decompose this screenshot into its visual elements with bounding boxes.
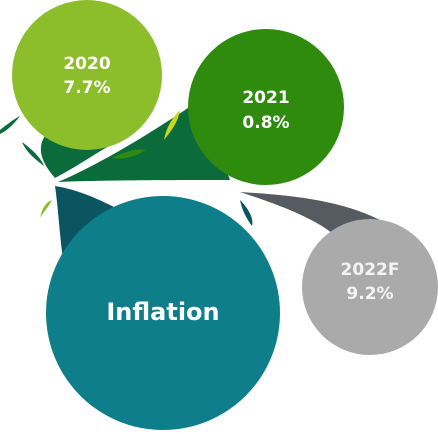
drop — [22, 142, 44, 166]
drop — [112, 149, 146, 159]
center-label: Inflation — [106, 298, 219, 326]
drop — [0, 116, 20, 134]
rate: 9.2% — [346, 284, 393, 304]
rate: 7.7% — [63, 78, 110, 98]
year: 2022F — [341, 260, 400, 280]
circle-2022 — [302, 219, 438, 355]
tail-2021 — [58, 100, 230, 182]
year: 2021 — [242, 88, 289, 108]
rate: 0.8% — [242, 113, 289, 133]
drop — [40, 200, 52, 218]
year: 2020 — [63, 54, 110, 74]
circle-2021 — [188, 29, 344, 185]
circle-2020 — [12, 0, 162, 150]
drop — [240, 200, 253, 226]
circle-inflation — [46, 196, 280, 430]
drop — [164, 110, 180, 140]
